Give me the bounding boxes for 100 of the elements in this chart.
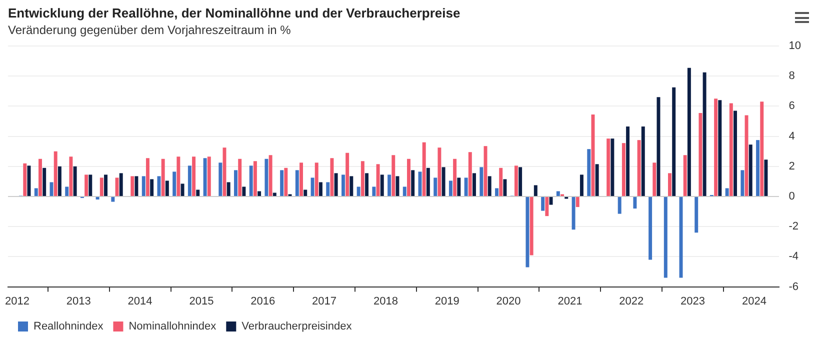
bar (687, 68, 691, 196)
bar (740, 170, 744, 196)
bar (734, 110, 737, 196)
bar (668, 173, 672, 196)
bar (280, 170, 284, 196)
bar (468, 152, 472, 196)
bar (702, 72, 706, 196)
legend-label: Reallohnindex (34, 320, 104, 333)
bar (146, 158, 150, 196)
bar (334, 173, 338, 196)
bar (253, 161, 257, 196)
bar (234, 170, 238, 196)
bar (226, 182, 230, 196)
bar (652, 162, 656, 196)
bar (744, 115, 748, 196)
bar (38, 158, 42, 196)
bar (69, 156, 73, 196)
bar (464, 178, 468, 196)
x-tick-label: 2012 (4, 295, 30, 308)
bar (161, 158, 165, 196)
x-tick-label: 2018 (373, 295, 398, 308)
bar (318, 182, 322, 196)
bar (203, 158, 207, 196)
bar (242, 186, 246, 196)
bar (272, 192, 276, 196)
bar (694, 197, 698, 233)
bar (591, 114, 595, 196)
y-tick-label: 4 (788, 130, 795, 142)
bar (258, 191, 262, 196)
bar (388, 174, 392, 196)
bar (426, 168, 430, 196)
bar (172, 172, 176, 196)
bar (119, 173, 123, 196)
bar (453, 158, 457, 196)
y-tick-label: 2 (788, 160, 795, 172)
bar (341, 174, 345, 196)
y-tick-label: 8 (788, 70, 795, 82)
bar (679, 197, 683, 278)
bar (326, 182, 330, 196)
bar (176, 156, 180, 196)
x-tick-label: 2023 (680, 295, 706, 308)
bar (457, 178, 461, 196)
bar (115, 178, 119, 196)
bar (376, 164, 380, 196)
bar (622, 143, 626, 196)
bar (372, 186, 376, 196)
bar (648, 197, 652, 260)
y-tick-label: 10 (788, 40, 802, 52)
bar (304, 190, 308, 196)
x-tick-label: 2020 (496, 295, 521, 308)
bar (406, 158, 410, 196)
bar (480, 167, 484, 196)
bar (499, 168, 503, 196)
bar (54, 151, 58, 196)
bar (157, 176, 161, 196)
bar (188, 166, 192, 196)
bar (556, 191, 560, 196)
bar (618, 197, 622, 214)
bar (541, 197, 545, 211)
bar (641, 126, 645, 196)
bar (310, 178, 314, 196)
bar (760, 102, 764, 196)
bar (683, 155, 687, 196)
bar (330, 158, 334, 196)
bar (142, 176, 146, 196)
bar (576, 197, 580, 208)
bar (411, 170, 415, 196)
bar (402, 186, 406, 196)
bar (84, 174, 88, 196)
bar (100, 178, 104, 196)
bar (580, 174, 584, 196)
bar (300, 162, 303, 196)
bar (422, 142, 426, 196)
bar (610, 138, 614, 196)
x-tick-label: 2021 (558, 295, 582, 308)
x-tick-label: 2022 (619, 295, 644, 308)
bar (380, 174, 384, 196)
bar (495, 188, 499, 196)
bar (518, 167, 522, 196)
bar (718, 100, 722, 196)
bar (606, 138, 610, 196)
bar (438, 148, 442, 196)
bar (130, 176, 134, 196)
bar (73, 166, 77, 196)
x-tick-label: 2019 (434, 295, 460, 308)
bar (27, 166, 31, 196)
bar (756, 140, 760, 196)
bar (714, 98, 718, 196)
bar (748, 144, 752, 196)
chart-subtitle: Veränderung gegenüber dem Vorjahreszeitraum in % (8, 23, 292, 38)
bar (365, 173, 369, 196)
bar (514, 166, 518, 196)
bar (111, 197, 115, 202)
bar (284, 168, 288, 196)
y-tick-label: 0 (788, 190, 795, 203)
bar (488, 176, 492, 196)
bar (88, 174, 92, 196)
bar (587, 149, 591, 196)
x-tick-label: 2015 (189, 295, 214, 308)
bar (218, 162, 222, 196)
